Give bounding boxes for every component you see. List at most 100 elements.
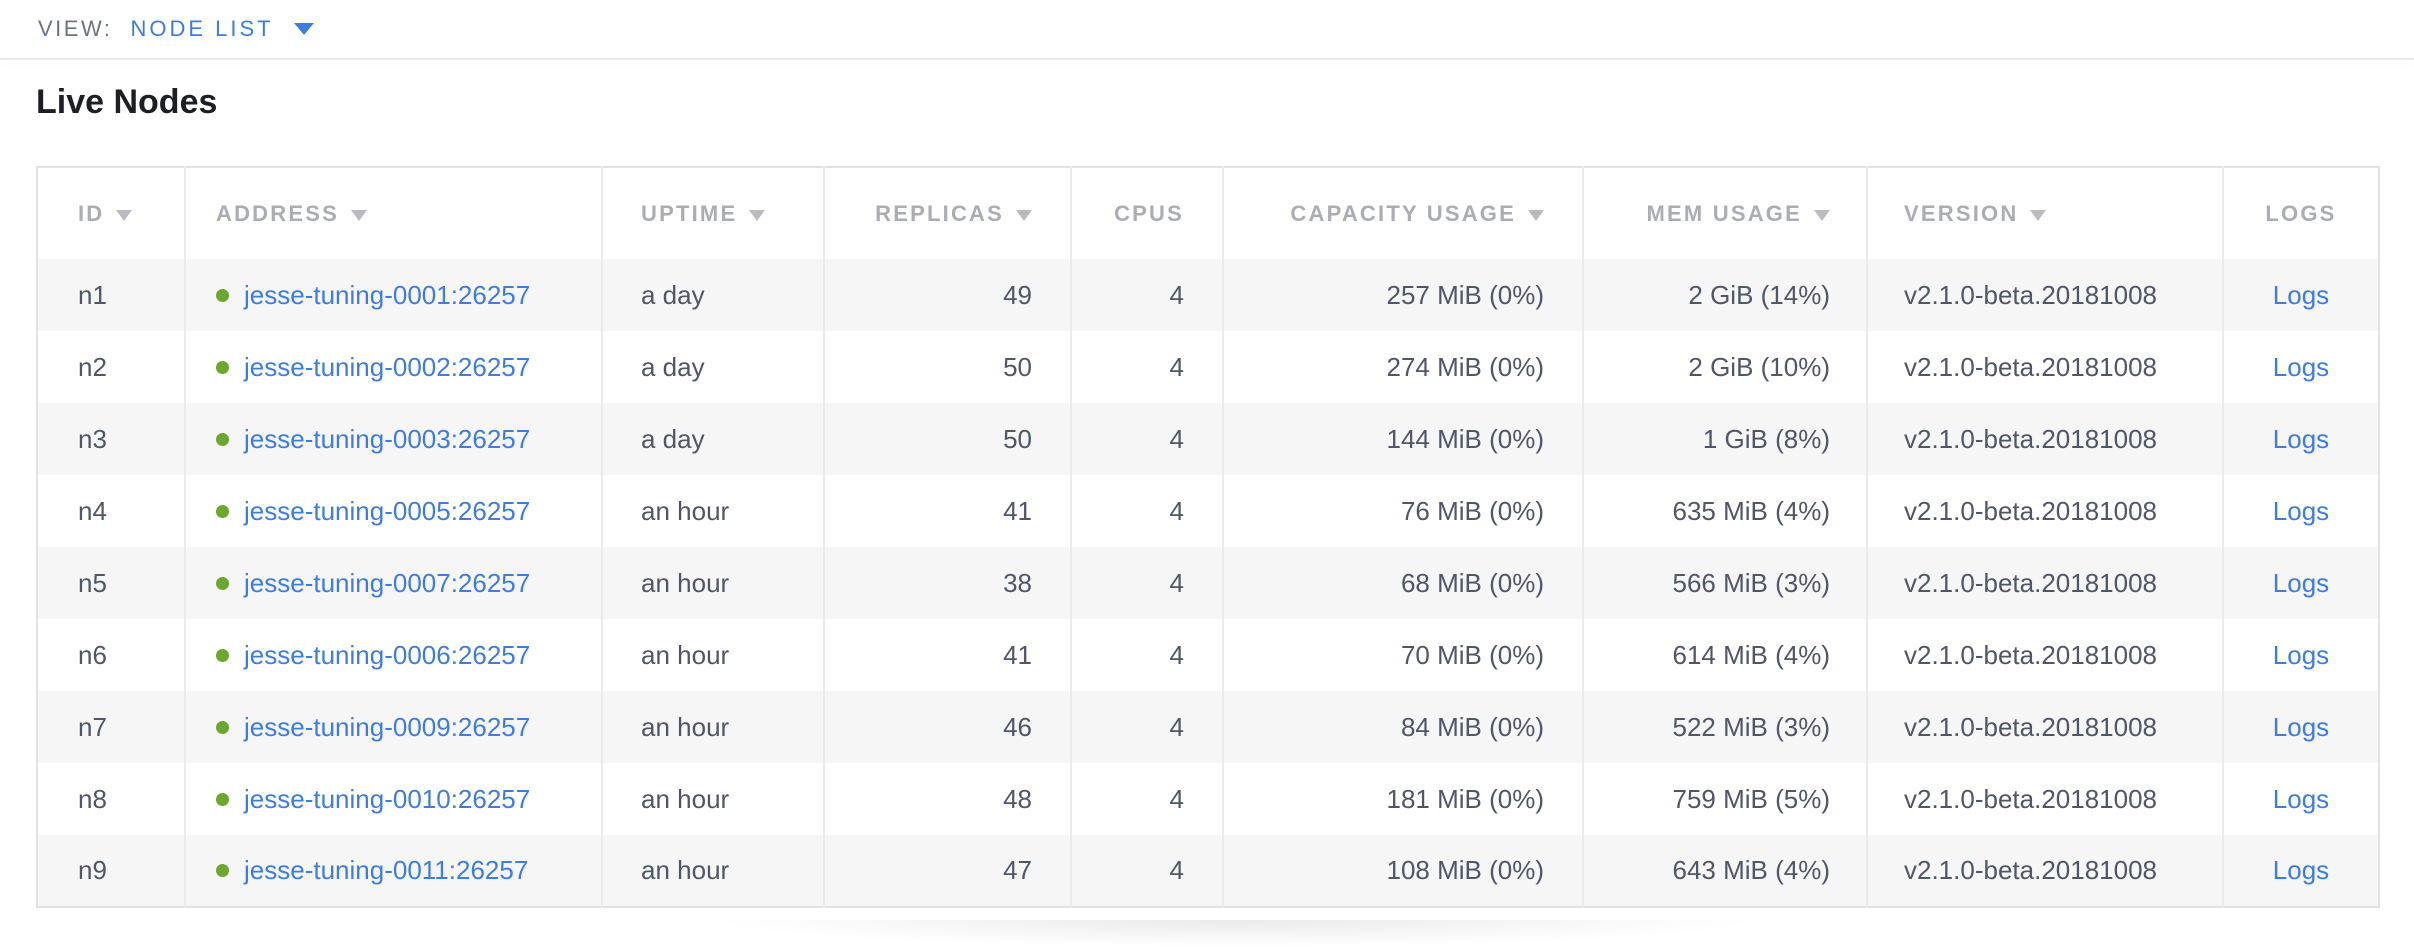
node-id-cell: n7: [37, 691, 186, 763]
node-mem-usage-cell: 643 MiB (4%): [1583, 835, 1868, 907]
node-logs-link[interactable]: Logs: [2272, 711, 2330, 742]
sort-desc-icon: [749, 209, 766, 221]
column-header-version[interactable]: VERSION: [1867, 167, 2224, 259]
node-logs-link[interactable]: Logs: [2272, 351, 2330, 382]
node-logs-link[interactable]: Logs: [2272, 495, 2330, 526]
sort-desc-icon: [1528, 209, 1544, 221]
node-version-cell: v2.1.0-beta.20181008: [1867, 331, 2224, 403]
node-row-n1: n1 jesse-tuning-0001:26257 a day 49 4 257 MiB…: [37, 259, 2379, 331]
node-replicas-cell: 38: [824, 547, 1072, 619]
view-selector-dropdown[interactable]: NODE LIST: [130, 16, 314, 42]
node-address-link[interactable]: jesse-tuning-0011:26257: [244, 855, 529, 885]
view-label: VIEW:: [38, 16, 113, 41]
node-cpus-cell: 4: [1071, 259, 1224, 331]
node-address-cell: jesse-tuning-0010:26257: [185, 763, 603, 835]
node-address-link[interactable]: jesse-tuning-0007:26257: [244, 567, 531, 598]
view-selected-value: NODE LIST: [130, 16, 274, 41]
node-logs-link[interactable]: Logs: [2272, 639, 2330, 670]
node-logs-link[interactable]: Logs: [2272, 279, 2330, 310]
node-address-link[interactable]: jesse-tuning-0005:26257: [244, 495, 531, 526]
node-logs-link[interactable]: Logs: [2272, 783, 2330, 814]
node-version-cell: v2.1.0-beta.20181008: [1867, 763, 2224, 835]
node-logs-cell: Logs: [2223, 691, 2379, 763]
healthy-status-icon: [216, 576, 229, 590]
node-logs-link[interactable]: Logs: [2272, 567, 2330, 598]
healthy-status-icon: [216, 648, 229, 662]
node-address-cell: jesse-tuning-0011:26257: [185, 835, 603, 907]
node-address-link[interactable]: jesse-tuning-0009:26257: [244, 711, 531, 742]
node-address-cell: jesse-tuning-0007:26257: [185, 547, 603, 619]
address-wrap: jesse-tuning-0003:26257: [216, 424, 600, 455]
column-header-address[interactable]: ADDRESS: [185, 167, 603, 259]
node-version-cell: v2.1.0-beta.20181008: [1867, 475, 2224, 547]
node-address-link[interactable]: jesse-tuning-0002:26257: [244, 351, 531, 382]
node-uptime-cell: an hour: [602, 547, 825, 619]
node-uptime-cell: an hour: [602, 763, 825, 835]
node-mem-usage-cell: 614 MiB (4%): [1583, 619, 1868, 691]
node-cpus-cell: 4: [1071, 331, 1224, 403]
node-capacity-usage-cell: 70 MiB (0%): [1223, 619, 1584, 691]
node-logs-link[interactable]: Logs: [2272, 855, 2330, 885]
node-address-cell: jesse-tuning-0001:26257: [185, 259, 603, 331]
node-version-cell: v2.1.0-beta.20181008: [1867, 691, 2224, 763]
node-capacity-usage-cell: 144 MiB (0%): [1223, 403, 1584, 475]
node-address-link[interactable]: jesse-tuning-0010:26257: [244, 783, 531, 814]
healthy-status-icon: [216, 504, 229, 518]
healthy-status-icon: [216, 288, 229, 302]
node-mem-usage-cell: 522 MiB (3%): [1583, 691, 1868, 763]
column-header-replicas[interactable]: REPLICAS: [824, 167, 1072, 259]
node-capacity-usage-cell: 181 MiB (0%): [1223, 763, 1584, 835]
view-bar: VIEW: NODE LIST: [0, 0, 2414, 58]
node-cpus-cell: 4: [1071, 835, 1224, 907]
node-capacity-usage-cell: 108 MiB (0%): [1223, 835, 1584, 907]
node-capacity-usage-cell: 76 MiB (0%): [1223, 475, 1584, 547]
node-id-cell: n3: [37, 403, 186, 475]
sort-desc-icon: [350, 209, 367, 221]
column-header-uptime[interactable]: UPTIME: [602, 167, 825, 259]
node-id-cell: n9: [37, 835, 186, 907]
column-label: CPUS: [1114, 200, 1184, 226]
node-logs-cell: Logs: [2223, 403, 2379, 475]
column-header-mem-usage[interactable]: MEM USAGE: [1583, 167, 1868, 259]
column-header-id[interactable]: ID: [37, 167, 186, 259]
healthy-status-icon: [216, 792, 229, 806]
caret-down-icon: [293, 23, 314, 35]
address-wrap: jesse-tuning-0009:26257: [216, 712, 600, 743]
node-address-cell: jesse-tuning-0006:26257: [185, 619, 603, 691]
node-capacity-usage-cell: 84 MiB (0%): [1223, 691, 1584, 763]
sort-desc-icon: [2030, 209, 2047, 221]
column-label: CAPACITY USAGE: [1290, 200, 1516, 226]
node-logs-cell: Logs: [2223, 547, 2379, 619]
node-row-n7: n7 jesse-tuning-0009:26257 an hour 46 4 84 Mi…: [37, 691, 2379, 763]
node-capacity-usage-cell: 68 MiB (0%): [1223, 547, 1584, 619]
node-uptime-cell: a day: [602, 331, 825, 403]
node-cpus-cell: 4: [1071, 619, 1224, 691]
node-row-n5: n5 jesse-tuning-0007:26257 an hour 38 4 68 Mi…: [37, 547, 2379, 619]
node-id-cell: n5: [37, 547, 186, 619]
node-address-cell: jesse-tuning-0002:26257: [185, 331, 603, 403]
node-cpus-cell: 4: [1071, 691, 1224, 763]
node-replicas-cell: 50: [824, 403, 1072, 475]
node-capacity-usage-cell: 274 MiB (0%): [1223, 331, 1584, 403]
node-uptime-cell: an hour: [602, 475, 825, 547]
node-address-cell: jesse-tuning-0005:26257: [185, 475, 603, 547]
node-replicas-cell: 50: [824, 331, 1072, 403]
node-cpus-cell: 4: [1071, 547, 1224, 619]
column-header-capacity-usage[interactable]: CAPACITY USAGE: [1223, 167, 1584, 259]
node-logs-cell: Logs: [2223, 835, 2379, 907]
address-wrap: jesse-tuning-0002:26257: [216, 352, 600, 383]
node-address-link[interactable]: jesse-tuning-0003:26257: [244, 423, 531, 454]
column-label: UPTIME: [641, 200, 738, 226]
live-nodes-table: ID ADDRESS UPTIME REPLICAS CPUS CAPACITY USAG…: [36, 166, 2380, 908]
node-address-link[interactable]: jesse-tuning-0001:26257: [244, 279, 531, 310]
node-row-n2: n2 jesse-tuning-0002:26257 a day 50 4 274 MiB…: [37, 331, 2379, 403]
node-version-cell: v2.1.0-beta.20181008: [1867, 547, 2224, 619]
node-address-link[interactable]: jesse-tuning-0006:26257: [244, 639, 531, 670]
address-wrap: jesse-tuning-0010:26257: [216, 784, 600, 815]
node-uptime-cell: an hour: [602, 835, 825, 907]
node-replicas-cell: 41: [824, 619, 1072, 691]
table-header-row: ID ADDRESS UPTIME REPLICAS CPUS CAPACITY USAG…: [37, 167, 2379, 259]
node-logs-link[interactable]: Logs: [2272, 423, 2330, 454]
page-title: Live Nodes: [36, 83, 218, 121]
node-mem-usage-cell: 635 MiB (4%): [1583, 475, 1868, 547]
